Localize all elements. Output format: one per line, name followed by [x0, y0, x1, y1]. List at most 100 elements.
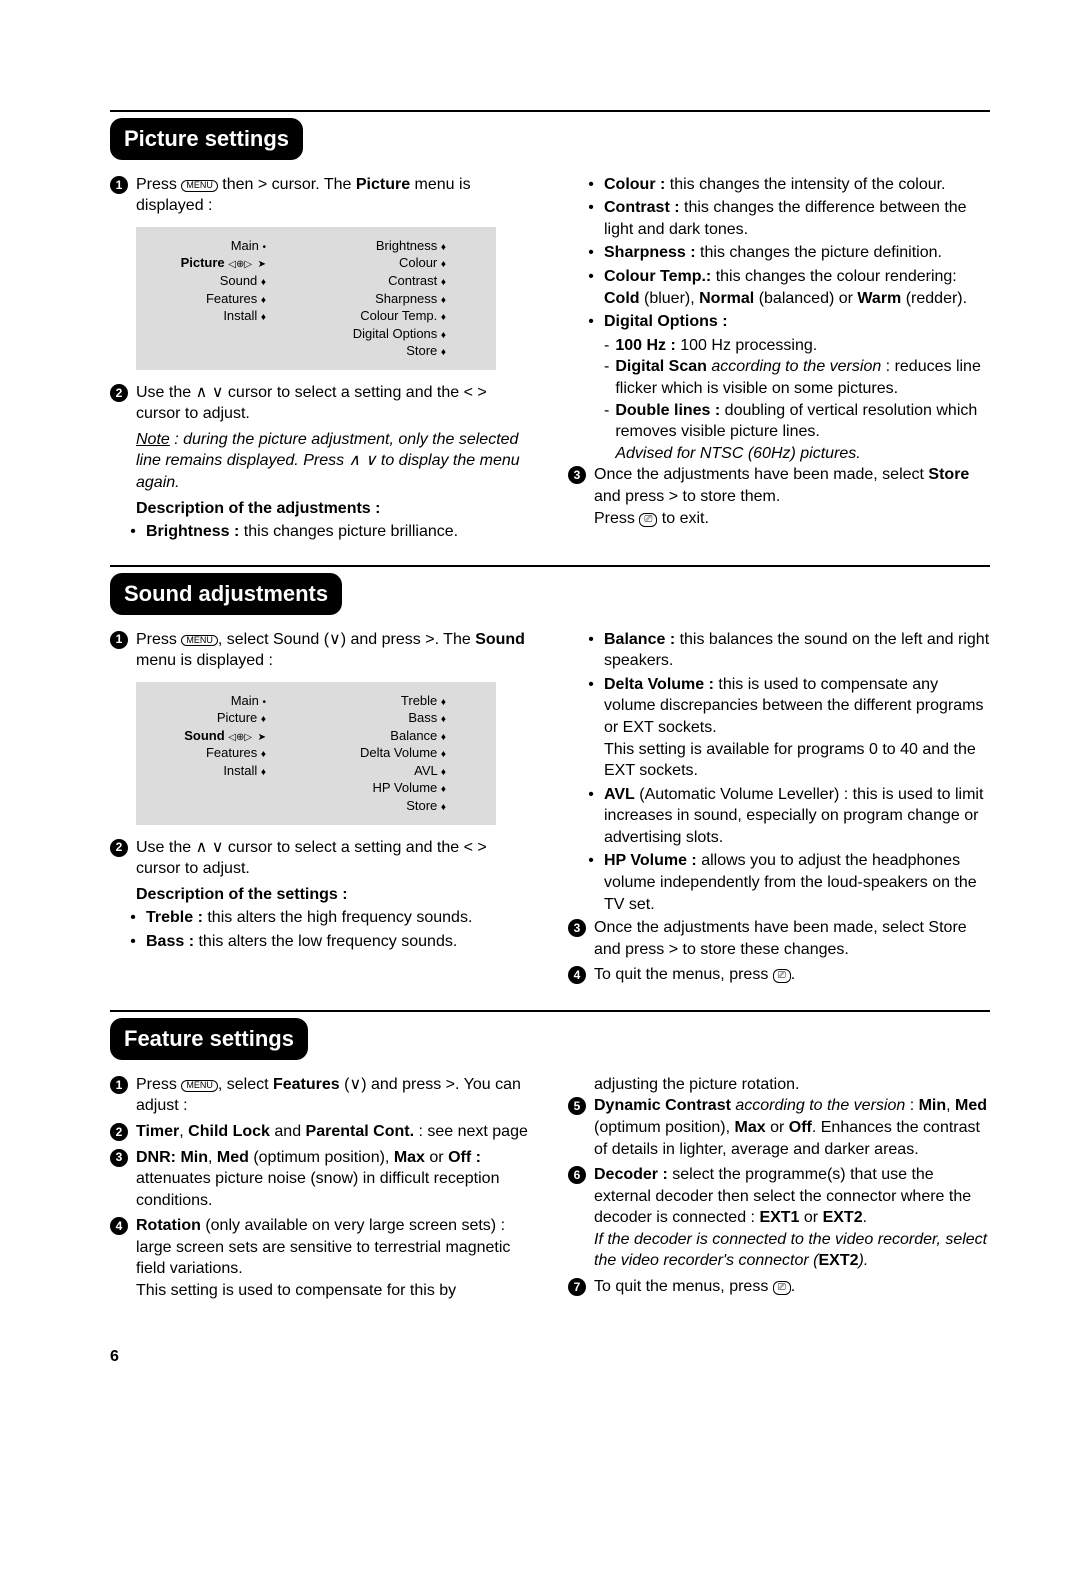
bullet-dot-icon: • — [586, 311, 596, 333]
page-root: Picture settings 1Press MENU then > curso… — [110, 90, 990, 1306]
bullet-dot-icon: • — [586, 784, 596, 849]
numbered-step: 6 Decoder : select the programme(s) that … — [568, 1164, 990, 1272]
bullet-dot-icon: • — [128, 521, 138, 543]
bullet-text: AVL (Automatic Volume Leveller) : this i… — [604, 784, 990, 849]
menu-main-label: Main • — [146, 237, 266, 255]
step-text: Once the adjustments have been made, sel… — [594, 917, 990, 960]
step-text: Press MENU, select Sound (∨) and press >… — [136, 629, 532, 672]
step-number-badge: 2 — [110, 839, 128, 857]
bullet-item: • Brightness : this changes picture brill… — [128, 521, 532, 543]
bullet-text: Contrast : this changes the difference b… — [604, 197, 990, 240]
menu-left-item: Sound ◁⊕▷ ➤ — [146, 727, 266, 745]
bullet-dot-icon: • — [586, 174, 596, 196]
sub-heading: Description of the adjustments : — [136, 498, 532, 520]
bullet-item: • Colour : this changes the intensity of … — [586, 174, 990, 196]
dash-icon: - — [604, 400, 609, 465]
menu-right-item: Colour ♦ — [306, 254, 446, 272]
numbered-step: 1 Press MENU, select Features (∨) and pre… — [110, 1074, 532, 1117]
step-number-badge: 1 — [110, 176, 128, 194]
menu-right-item: Digital Options ♦ — [306, 325, 446, 343]
numbered-step: 4Rotation (only available on very large … — [110, 1215, 532, 1301]
two-column-layout: 1Press MENU then > cursor. The Picture m… — [110, 174, 990, 545]
step-number-badge: 1 — [110, 1076, 128, 1094]
menu-main-label: Main • — [146, 692, 266, 710]
step-number-badge: 2 — [110, 1123, 128, 1141]
menu-right-item: Delta Volume ♦ — [306, 744, 446, 762]
right-column: adjusting the picture rotation. 5 Dynamic … — [568, 1074, 990, 1306]
numbered-step: 7 To quit the menus, press ⎚. — [568, 1276, 990, 1298]
bullet-dot-icon: • — [128, 931, 138, 953]
bullet-text: Sharpness : this changes the picture def… — [604, 242, 990, 264]
step-number-badge: 7 — [568, 1278, 586, 1296]
continuation-text: adjusting the picture rotation. — [594, 1074, 990, 1096]
step-text: To quit the menus, press ⎚. — [594, 1276, 990, 1298]
step-number-badge: 3 — [568, 919, 586, 937]
numbered-step: 1Press MENU then > cursor. The Picture m… — [110, 174, 532, 217]
section-title: Feature settings — [110, 1018, 308, 1060]
right-column: • Colour : this changes the intensity of … — [568, 174, 990, 545]
right-column: •Balance : this balances the sound on th… — [568, 629, 990, 991]
menu-left-item: Picture ◁⊕▷ ➤ — [146, 254, 266, 272]
sub-bullet-text: Digital Scan according to the version : … — [615, 356, 990, 399]
bullet-text: Bass : this alters the low frequency sou… — [146, 931, 532, 953]
left-column: 1Press MENU, select Sound (∨) and press … — [110, 629, 532, 991]
bullet-dot-icon: • — [586, 850, 596, 915]
bullet-item: •HP Volume : allows you to adjust the he… — [586, 850, 990, 915]
step-text: Dynamic Contrast according to the versio… — [594, 1095, 990, 1160]
bullet-text: Balance : this balances the sound on the… — [604, 629, 990, 672]
step-text: Press MENU, select Features (∨) and pres… — [136, 1074, 532, 1117]
sub-bullet-item: -100 Hz : 100 Hz processing. — [604, 335, 990, 357]
numbered-step: 4To quit the menus, press ⎚. — [568, 964, 990, 986]
menu-left-item: Features ♦ — [146, 744, 266, 762]
section-title: Picture settings — [110, 118, 303, 160]
bullet-item: • Treble : this alters the high frequency… — [128, 907, 532, 929]
two-column-layout: 1Press MENU, select Sound (∨) and press … — [110, 629, 990, 991]
bullet-dot-icon: • — [586, 242, 596, 264]
bullet-text: Treble : this alters the high frequency … — [146, 907, 532, 929]
step-number-badge: 3 — [110, 1149, 128, 1167]
section-title: Sound adjustments — [110, 573, 342, 615]
bullet-dot-icon: • — [128, 907, 138, 929]
menu-diagram: Main •Picture ◁⊕▷ ➤Sound ♦Features ♦Inst… — [136, 227, 496, 370]
bullet-text: Colour Temp.: this changes the colour re… — [604, 266, 990, 309]
step-text: Decoder : select the programme(s) that u… — [594, 1164, 990, 1272]
numbered-step: 1Press MENU, select Sound (∨) and press … — [110, 629, 532, 672]
numbered-step: 2 Timer, Child Lock and Parental Cont. : … — [110, 1121, 532, 1143]
step-text: Use the ∧ ∨ cursor to select a setting a… — [136, 837, 532, 880]
bullet-text: Delta Volume : this is used to compensat… — [604, 674, 990, 782]
bullet-dot-icon: • — [586, 674, 596, 782]
bullet-text: Digital Options : — [604, 311, 990, 333]
two-column-layout: 1 Press MENU, select Features (∨) and pre… — [110, 1074, 990, 1306]
step-text: Rotation (only available on very large s… — [136, 1215, 532, 1301]
dash-icon: - — [604, 356, 609, 399]
dash-icon: - — [604, 335, 609, 357]
step-number-badge: 5 — [568, 1097, 586, 1115]
numbered-step: 2 Use the ∧ ∨ cursor to select a setting … — [110, 837, 532, 880]
page-number: 6 — [110, 1346, 990, 1368]
menu-right-item: Store ♦ — [306, 797, 446, 815]
bullet-item: •AVL (Automatic Volume Leveller) : this … — [586, 784, 990, 849]
sub-bullet-text: Double lines : doubling of vertical reso… — [615, 400, 990, 465]
bullet-dot-icon: • — [586, 266, 596, 309]
numbered-step: 2Use the ∧ ∨ cursor to select a setting … — [110, 382, 532, 425]
bullet-text: Colour : this changes the intensity of t… — [604, 174, 990, 196]
step-text: DNR: Min, Med (optimum position), Max or… — [136, 1147, 532, 1212]
bullet-item: • Bass : this alters the low frequency so… — [128, 931, 532, 953]
step-text: Timer, Child Lock and Parental Cont. : s… — [136, 1121, 532, 1143]
step-number-badge: 2 — [110, 384, 128, 402]
sub-bullet-item: -Digital Scan according to the version :… — [604, 356, 990, 399]
menu-right-item: Brightness ♦ — [306, 237, 446, 255]
left-column: 1Press MENU then > cursor. The Picture m… — [110, 174, 532, 545]
step-number-badge: 6 — [568, 1166, 586, 1184]
bullet-text: Brightness : this changes picture brilli… — [146, 521, 532, 543]
menu-right-item: Treble ♦ — [306, 692, 446, 710]
menu-right-item: Colour Temp. ♦ — [306, 307, 446, 325]
bullet-item: •Delta Volume : this is used to compensa… — [586, 674, 990, 782]
bullet-dot-icon: • — [586, 629, 596, 672]
menu-right-item: AVL ♦ — [306, 762, 446, 780]
step-text: Once the adjustments have been made, sel… — [594, 464, 990, 529]
bullet-item: • Digital Options : — [586, 311, 990, 333]
sub-heading: Description of the settings : — [136, 884, 532, 906]
left-column: 1 Press MENU, select Features (∨) and pre… — [110, 1074, 532, 1306]
numbered-step: 5 Dynamic Contrast according to the versi… — [568, 1095, 990, 1160]
